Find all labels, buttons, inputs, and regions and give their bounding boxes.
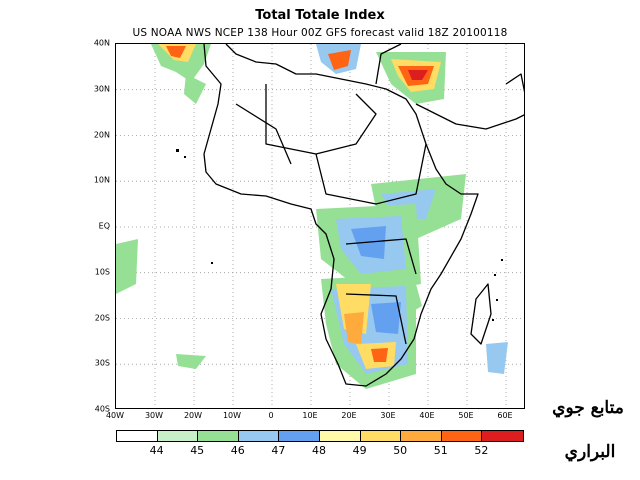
- lat-label: 20N: [93, 130, 110, 139]
- lat-label: 10N: [93, 175, 110, 185]
- colorbar-swatch: [117, 431, 158, 441]
- lon-label: 0: [268, 411, 274, 420]
- lon-label: 60E: [497, 411, 513, 420]
- watermark-line2: البراري: [564, 442, 616, 462]
- coastlines: [203, 44, 524, 387]
- lat-label: EQ: [98, 221, 110, 231]
- lat-label: 30N: [93, 84, 110, 94]
- colorbar-swatch: [157, 431, 199, 441]
- colorbar-label: 48: [312, 444, 326, 457]
- colorbar-swatch: [401, 431, 442, 441]
- colorbar-swatch: [279, 431, 320, 441]
- colorbar-label: 51: [433, 444, 448, 457]
- map-subtitle: US NOAA NWS NCEP 138 Hour 00Z GFS foreca…: [132, 27, 508, 39]
- colorbar-swatch: [319, 431, 361, 441]
- lat-label: 40N: [93, 38, 110, 48]
- lon-label: 10W: [222, 411, 242, 420]
- colorbar-label: 44: [149, 444, 164, 457]
- colorbar: [116, 430, 524, 442]
- lat-label: 30S: [94, 358, 110, 368]
- lat-label: 40S: [94, 404, 110, 414]
- colorbar-label: 52: [474, 444, 489, 457]
- lon-label: 40W: [105, 411, 125, 420]
- lat-label: 20S: [94, 313, 110, 322]
- colorbar-label: 46: [230, 444, 245, 457]
- colorbar-swatch: [482, 431, 523, 441]
- map-title: Total Totale Index: [255, 8, 385, 23]
- lon-label: 20W: [183, 411, 203, 420]
- map-canvas: [116, 44, 524, 408]
- watermark-line1: متابع جوي: [552, 398, 624, 418]
- colorbar-swatch: [198, 431, 239, 441]
- lat-label: 10S: [94, 267, 110, 277]
- lon-label: 10E: [302, 411, 318, 420]
- lon-label: 30E: [380, 411, 396, 420]
- colorbar-label: 45: [190, 444, 205, 457]
- colorbar-swatch: [360, 431, 402, 441]
- island-marks: [176, 149, 503, 321]
- lon-label: 30W: [144, 411, 164, 420]
- map-panel: [115, 43, 525, 409]
- colorbar-swatch: [238, 431, 280, 441]
- colorbar-label: 49: [352, 444, 367, 457]
- colorbar-label: 47: [271, 444, 286, 457]
- lon-label: 50E: [458, 411, 474, 420]
- index-shading: [116, 44, 508, 389]
- lon-label: 40E: [419, 411, 435, 420]
- colorbar-label: 50: [393, 444, 408, 457]
- colorbar-swatch: [441, 431, 483, 441]
- lon-label: 20E: [341, 411, 357, 420]
